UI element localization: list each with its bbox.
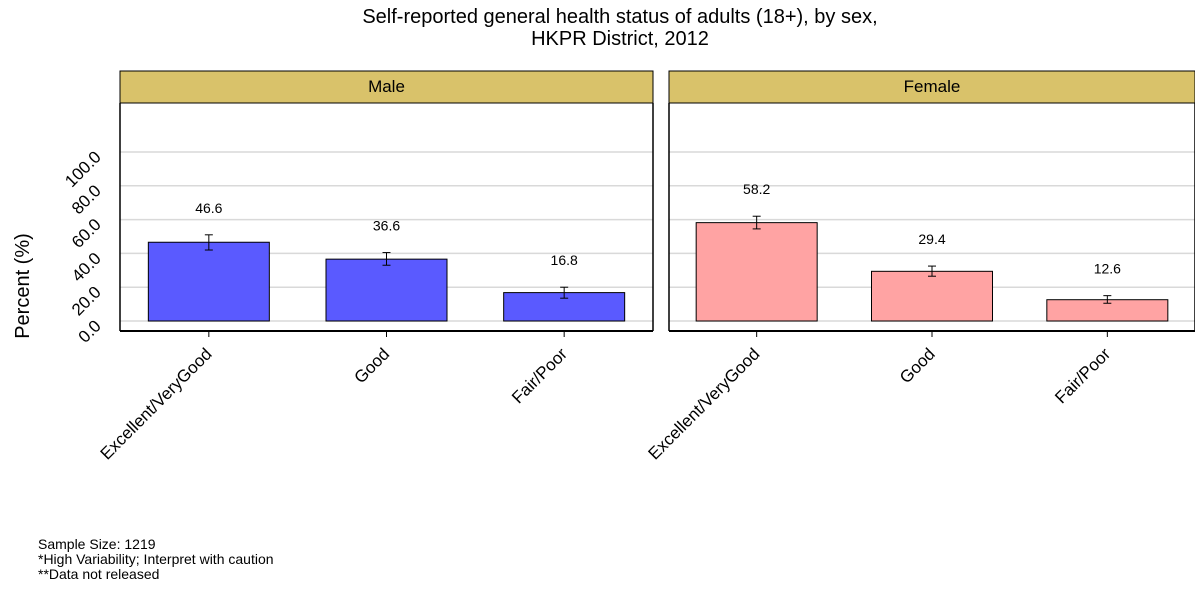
footnotes: Sample Size: 1219 *High Variability; Int…: [38, 537, 274, 582]
data-label: 12.6: [1094, 261, 1121, 277]
data-label: 16.8: [551, 252, 578, 268]
sample-size-note: Sample Size: 1219: [38, 536, 156, 552]
bar: [325, 258, 448, 322]
panel-strip-label: Male: [368, 77, 405, 96]
x-tick-label: Excellent/VeryGood: [97, 344, 216, 463]
bar: [147, 241, 270, 322]
chart-title-line2: HKPR District, 2012: [531, 28, 709, 50]
panel-strip-label: Female: [904, 77, 961, 96]
bar: [871, 270, 993, 322]
chart-title-line1: Self-reported general health status of a…: [362, 6, 878, 28]
not-released-note: **Data not released: [38, 566, 160, 582]
panel-strip: [668, 70, 1195, 104]
x-tick-label: Fair/Poor: [508, 344, 571, 407]
data-label: 36.6: [373, 218, 400, 234]
y-tick-label: 0.0: [75, 316, 105, 346]
chart-title: Self-reported general health status of a…: [0, 6, 1195, 50]
x-tick-label: Good: [896, 344, 939, 387]
y-tick-label: 100.0: [61, 147, 105, 191]
x-tick-label: Fair/Poor: [1051, 344, 1114, 407]
data-label: 46.6: [195, 200, 222, 216]
high-variability-note: *High Variability; Interpret with cautio…: [38, 551, 274, 567]
data-label: 29.4: [918, 231, 945, 247]
data-label: 58.2: [743, 181, 770, 197]
y-tick-label: 40.0: [68, 249, 105, 286]
y-axis-label: Percent (%): [12, 233, 34, 339]
bar: [695, 222, 818, 322]
y-tick-label: 60.0: [68, 215, 105, 252]
y-tick-label: 20.0: [68, 283, 105, 320]
x-tick-label: Excellent/VeryGood: [644, 344, 763, 463]
x-tick-label: Good: [350, 344, 393, 387]
panel-strip: [119, 70, 654, 104]
